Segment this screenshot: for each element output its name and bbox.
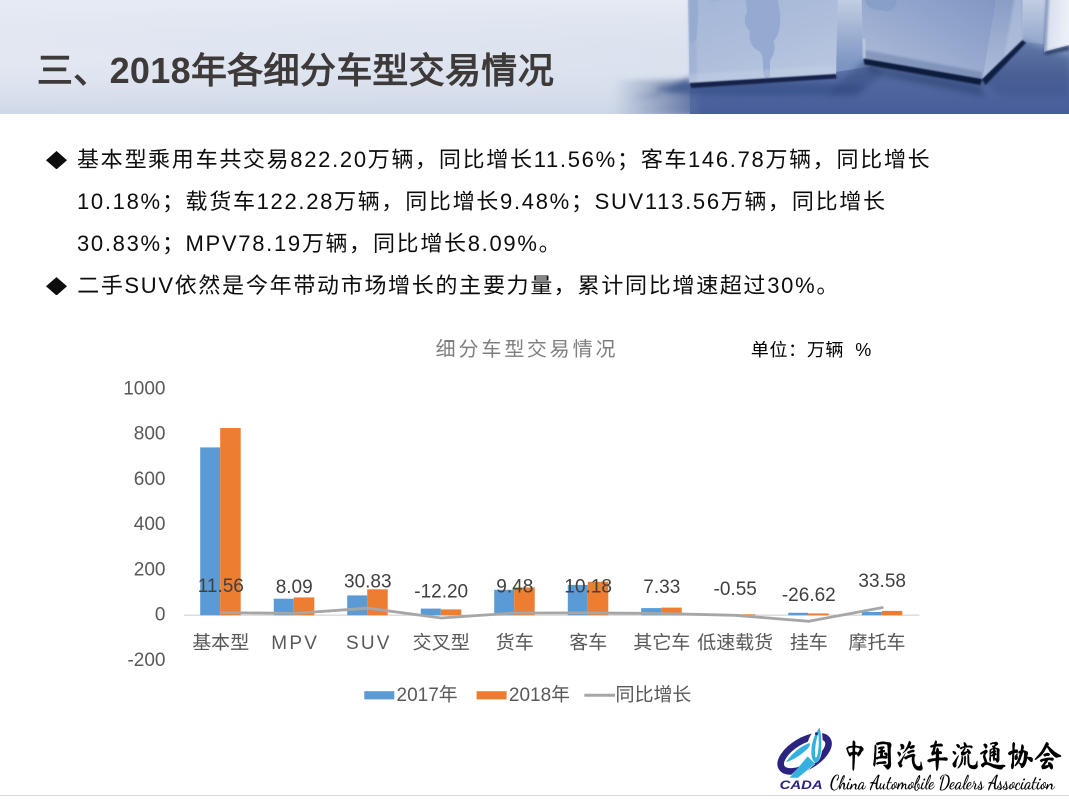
svg-text:同比增长: 同比增长 — [616, 685, 692, 706]
svg-text:CADA: CADA — [780, 780, 823, 792]
svg-text:2017年: 2017年 — [397, 684, 458, 706]
svg-text:10.18: 10.18 — [564, 576, 612, 597]
svg-text:SUV: SUV — [346, 633, 392, 654]
svg-text:33.58: 33.58 — [858, 571, 906, 592]
svg-text:基本型: 基本型 — [192, 633, 249, 654]
svg-text:单位：万辆 %: 单位：万辆 % — [751, 340, 872, 360]
svg-text:客车: 客车 — [569, 632, 607, 654]
svg-text:交叉型: 交叉型 — [413, 632, 470, 654]
svg-text:MPV: MPV — [271, 633, 319, 654]
svg-text:600: 600 — [134, 469, 166, 490]
svg-text:1000: 1000 — [123, 378, 165, 399]
svg-text:其它车: 其它车 — [633, 632, 690, 654]
svg-text:-26.62: -26.62 — [782, 585, 836, 606]
svg-text:2018年: 2018年 — [509, 684, 570, 706]
svg-text:细分车型交易情况: 细分车型交易情况 — [436, 338, 618, 361]
svg-text:摩托车: 摩托车 — [848, 632, 905, 654]
svg-text:0: 0 — [155, 605, 166, 626]
svg-text:200: 200 — [134, 559, 166, 580]
svg-text:400: 400 — [134, 514, 166, 535]
svg-text:低速载货: 低速载货 — [697, 632, 773, 654]
svg-text:30.83: 30.83 — [344, 572, 392, 593]
svg-text:-200: -200 — [127, 650, 165, 671]
svg-text:11.56: 11.56 — [198, 576, 244, 597]
svg-text:挂车: 挂车 — [790, 632, 828, 654]
svg-text:-0.55: -0.55 — [714, 579, 757, 600]
svg-text:货车: 货车 — [496, 632, 534, 654]
svg-text:-12.20: -12.20 — [414, 582, 468, 603]
svg-text:8.09: 8.09 — [276, 577, 313, 598]
svg-text:800: 800 — [134, 424, 166, 445]
svg-text:7.33: 7.33 — [643, 577, 680, 598]
svg-text:9.48: 9.48 — [496, 577, 533, 598]
